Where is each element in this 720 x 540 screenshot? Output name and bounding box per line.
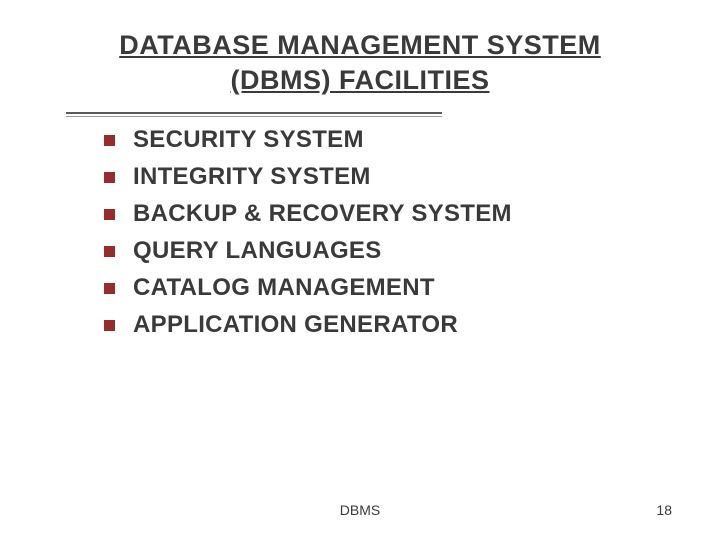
bullet-icon	[104, 172, 115, 183]
list-item: APPLICATION GENERATOR	[104, 311, 672, 339]
bullet-text: INTEGRITY SYSTEM	[133, 163, 371, 191]
bullet-text: APPLICATION GENERATOR	[133, 311, 458, 339]
slide-footer: DBMS 18	[0, 502, 720, 518]
bullet-text: CATALOG MANAGEMENT	[133, 274, 435, 302]
list-item: QUERY LANGUAGES	[104, 237, 672, 265]
list-item: BACKUP & RECOVERY SYSTEM	[104, 200, 672, 228]
footer-label: DBMS	[340, 502, 380, 518]
list-item: INTEGRITY SYSTEM	[104, 163, 672, 191]
bullet-icon	[104, 246, 115, 257]
bullet-icon	[104, 283, 115, 294]
list-item: SECURITY SYSTEM	[104, 126, 672, 154]
bullet-list: SECURITY SYSTEM INTEGRITY SYSTEM BACKUP …	[48, 126, 672, 339]
bullet-icon	[104, 320, 115, 331]
slide: DATABASE MANAGEMENT SYSTEM (DBMS) FACILI…	[0, 0, 720, 540]
bullet-text: QUERY LANGUAGES	[133, 237, 382, 265]
bullet-icon	[104, 209, 115, 220]
page-number: 18	[656, 502, 672, 518]
title-line-2: (DBMS) FACILITIES	[48, 63, 672, 98]
list-item: CATALOG MANAGEMENT	[104, 274, 672, 302]
title-line-1: DATABASE MANAGEMENT SYSTEM	[119, 30, 601, 60]
bullet-text: SECURITY SYSTEM	[133, 126, 364, 154]
slide-title: DATABASE MANAGEMENT SYSTEM (DBMS) FACILI…	[48, 28, 672, 98]
bullet-text: BACKUP & RECOVERY SYSTEM	[133, 200, 512, 228]
bullet-icon	[104, 135, 115, 146]
